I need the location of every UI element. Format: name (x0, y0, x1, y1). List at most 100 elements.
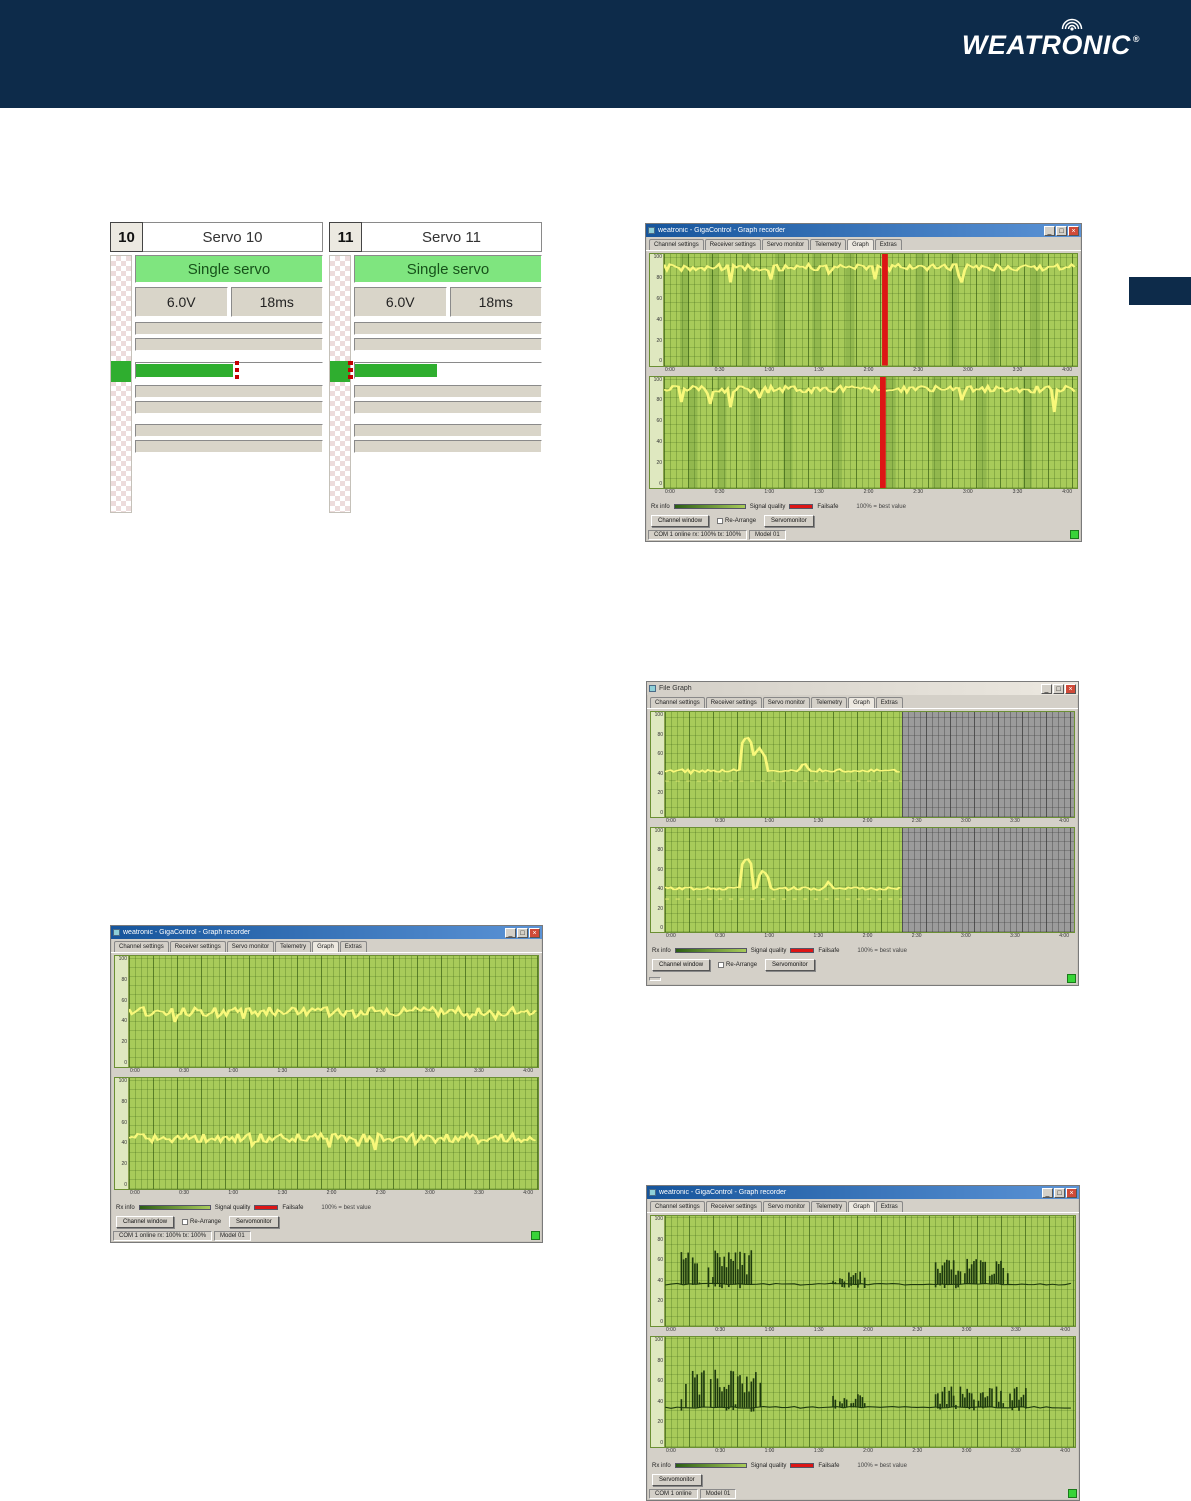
x-tick-label: 3:30 (1010, 817, 1020, 824)
x-tick-label: 1:30 (813, 817, 824, 824)
servo-monitor-screenshot: 10 Servo 10 Single servo 6.0V 18ms (110, 222, 542, 513)
tab-telemetry[interactable]: Telemetry (811, 697, 848, 708)
tab-graph[interactable]: Graph (847, 239, 874, 250)
status-model: Model 01 (749, 529, 786, 540)
y-tick-label: 20 (657, 1419, 663, 1426)
tab-servo-monitor[interactable]: Servo monitor (226, 941, 275, 952)
rearrange-checkbox[interactable]: Re-Arrange (718, 961, 757, 968)
servo-title: Servo 11 (362, 222, 542, 252)
x-tick-label: 1:00 (764, 1448, 775, 1454)
tab-channel-settings[interactable]: Channel settings (650, 1201, 705, 1212)
window-titlebar[interactable]: weatronic - GigaControl - Graph recorder… (111, 926, 542, 939)
logo-o: O (1061, 18, 1083, 61)
y-tick-label: 60 (657, 751, 663, 757)
servomonitor-button[interactable]: Servomonitor (229, 1215, 279, 1228)
x-tick-label: 1:30 (813, 366, 824, 373)
y-tick-label: 20 (121, 1161, 127, 1168)
tab-telemetry[interactable]: Telemetry (275, 941, 312, 952)
maximize-button[interactable]: □ (1054, 1187, 1065, 1198)
tab-telemetry[interactable]: Telemetry (811, 1201, 848, 1212)
frame-rate-cell[interactable]: 18ms (230, 287, 323, 317)
close-button[interactable]: × (1065, 683, 1076, 694)
status-text (649, 976, 661, 981)
y-tick-label: 60 (121, 1119, 127, 1126)
tab-channel-settings[interactable]: Channel settings (649, 239, 704, 250)
x-tick-label: 1:30 (277, 1068, 288, 1074)
tab-receiver-settings[interactable]: Receiver settings (704, 239, 761, 250)
empty-row (135, 424, 323, 437)
rearrange-checkbox[interactable]: Re-Arrange (717, 517, 756, 524)
checkbox-box[interactable] (717, 517, 724, 524)
x-axis: 0:00 0:30 1:00 1:30 2:00 2:30 3:00 3:30 4:00 (650, 818, 1075, 827)
legend-label: Rx info (116, 1204, 135, 1211)
tab-channel-settings[interactable]: Channel settings (650, 697, 705, 708)
voltage-cell[interactable]: 6.0V (354, 287, 447, 317)
close-button[interactable]: × (529, 927, 540, 938)
tab-graph[interactable]: Graph (848, 697, 875, 708)
y-axis: 100 80 60 40 20 0 (650, 254, 664, 366)
channel-window-button[interactable]: Channel window (116, 1215, 175, 1228)
voltage-cell[interactable]: 6.0V (135, 287, 228, 317)
servomonitor-button[interactable]: Servomonitor (765, 958, 815, 971)
status-bar: COM 1 online rx: 100% tx: 100% Model 01 (111, 1229, 542, 1242)
x-tick-label: 3:30 (474, 1190, 484, 1196)
tab-receiver-settings[interactable]: Receiver settings (705, 697, 762, 708)
frame-rate-cell[interactable]: 18ms (449, 287, 542, 317)
tab-extras[interactable]: Extras (339, 941, 367, 952)
channel-window-button[interactable]: Channel window (652, 958, 711, 971)
servomonitor-button[interactable]: Servomonitor (764, 514, 814, 527)
window-titlebar[interactable]: File Graph _ □ × (647, 682, 1078, 695)
close-button[interactable]: × (1068, 225, 1079, 236)
minimize-button[interactable]: _ (1042, 1187, 1053, 1198)
x-tick-label: 1:00 (764, 489, 775, 495)
tab-extras[interactable]: Extras (875, 1201, 903, 1212)
lower-chart: 100 80 60 40 20 0 (650, 826, 1075, 933)
status-bar: COM 1 online rx: 100% tx: 100% Model 01 (646, 528, 1081, 541)
checkbox-box[interactable] (718, 961, 725, 968)
x-tick-label: 3:00 (961, 1448, 972, 1454)
tab-servo-monitor[interactable]: Servo monitor (762, 1201, 811, 1212)
minimize-button[interactable]: _ (505, 927, 516, 938)
empty-row (354, 401, 542, 414)
tab-receiver-settings[interactable]: Receiver settings (169, 941, 226, 952)
window-titlebar[interactable]: weatronic - GigaControl - Graph recorder… (647, 1186, 1079, 1199)
tab-servo-monitor[interactable]: Servo monitor (761, 239, 810, 250)
connection-indicator (1067, 974, 1076, 983)
tab-receiver-settings[interactable]: Receiver settings (705, 1201, 762, 1212)
strip-position-block (111, 361, 131, 382)
legend-label: Failsafe (818, 947, 840, 954)
tab-telemetry[interactable]: Telemetry (810, 239, 847, 250)
y-tick-label: 0 (660, 1439, 663, 1446)
y-tick-label: 60 (657, 866, 663, 873)
tab-bar: Channel settings Receiver settings Servo m… (647, 1199, 1079, 1213)
minimize-button[interactable]: _ (1044, 225, 1055, 236)
x-tick-label: 3:30 (1010, 1327, 1021, 1333)
minimize-button[interactable]: _ (1041, 683, 1052, 694)
channel-window-button[interactable]: Channel window (651, 514, 710, 527)
servomonitor-button[interactable]: Servomonitor (652, 1473, 702, 1486)
graph-window-steady: weatronic - GigaControl - Graph recorder… (110, 925, 543, 1243)
tab-graph[interactable]: Graph (848, 1201, 875, 1212)
y-tick-label: 80 (656, 397, 662, 404)
rearrange-checkbox[interactable]: Re-Arrange (182, 1218, 221, 1225)
x-tick-label: 3:00 (961, 1327, 972, 1333)
servo-mode-cell[interactable]: Single servo (354, 255, 542, 283)
checkbox-box[interactable] (182, 1218, 189, 1225)
x-tick-label: 1:00 (764, 1327, 775, 1333)
x-axis: 0:00 0:30 1:00 1:30 2:00 2:30 3:00 3:30 4:00 (650, 1327, 1076, 1336)
maximize-button[interactable]: □ (1053, 683, 1064, 694)
tab-channel-settings[interactable]: Channel settings (114, 941, 169, 952)
maximize-button[interactable]: □ (1056, 225, 1067, 236)
x-axis: 0:00 0:30 1:00 1:30 2:00 2:30 3:00 3:30 4:00 (650, 933, 1075, 942)
window-titlebar[interactable]: weatronic - GigaControl - Graph recorder… (646, 224, 1081, 237)
servo-mode-cell[interactable]: Single servo (135, 255, 323, 283)
x-tick-label: 0:30 (179, 1190, 189, 1196)
window-title: weatronic - GigaControl - Graph recorder (658, 227, 786, 234)
tab-servo-monitor[interactable]: Servo monitor (762, 697, 811, 708)
tab-extras[interactable]: Extras (874, 239, 902, 250)
maximize-button[interactable]: □ (517, 927, 528, 938)
tab-graph[interactable]: Graph (312, 941, 339, 952)
close-button[interactable]: × (1066, 1187, 1077, 1198)
tab-extras[interactable]: Extras (875, 697, 903, 708)
plot-area (129, 1078, 538, 1189)
